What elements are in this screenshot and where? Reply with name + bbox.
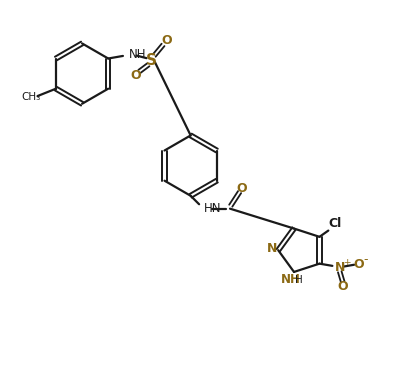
Text: O: O [162,33,172,47]
Text: +: + [343,258,350,268]
Text: Cl: Cl [328,217,342,230]
Text: HN: HN [204,202,221,215]
Text: NH: NH [128,48,146,61]
Text: O: O [236,182,247,195]
Text: -: - [363,254,367,266]
Text: O: O [131,69,141,82]
Text: H: H [295,275,302,286]
Text: O: O [337,280,348,293]
Text: N: N [335,261,345,274]
Text: S: S [146,53,157,68]
Text: O: O [354,258,364,271]
Text: NH: NH [281,273,301,286]
Text: CH₃: CH₃ [21,92,40,102]
Text: N: N [267,242,277,255]
